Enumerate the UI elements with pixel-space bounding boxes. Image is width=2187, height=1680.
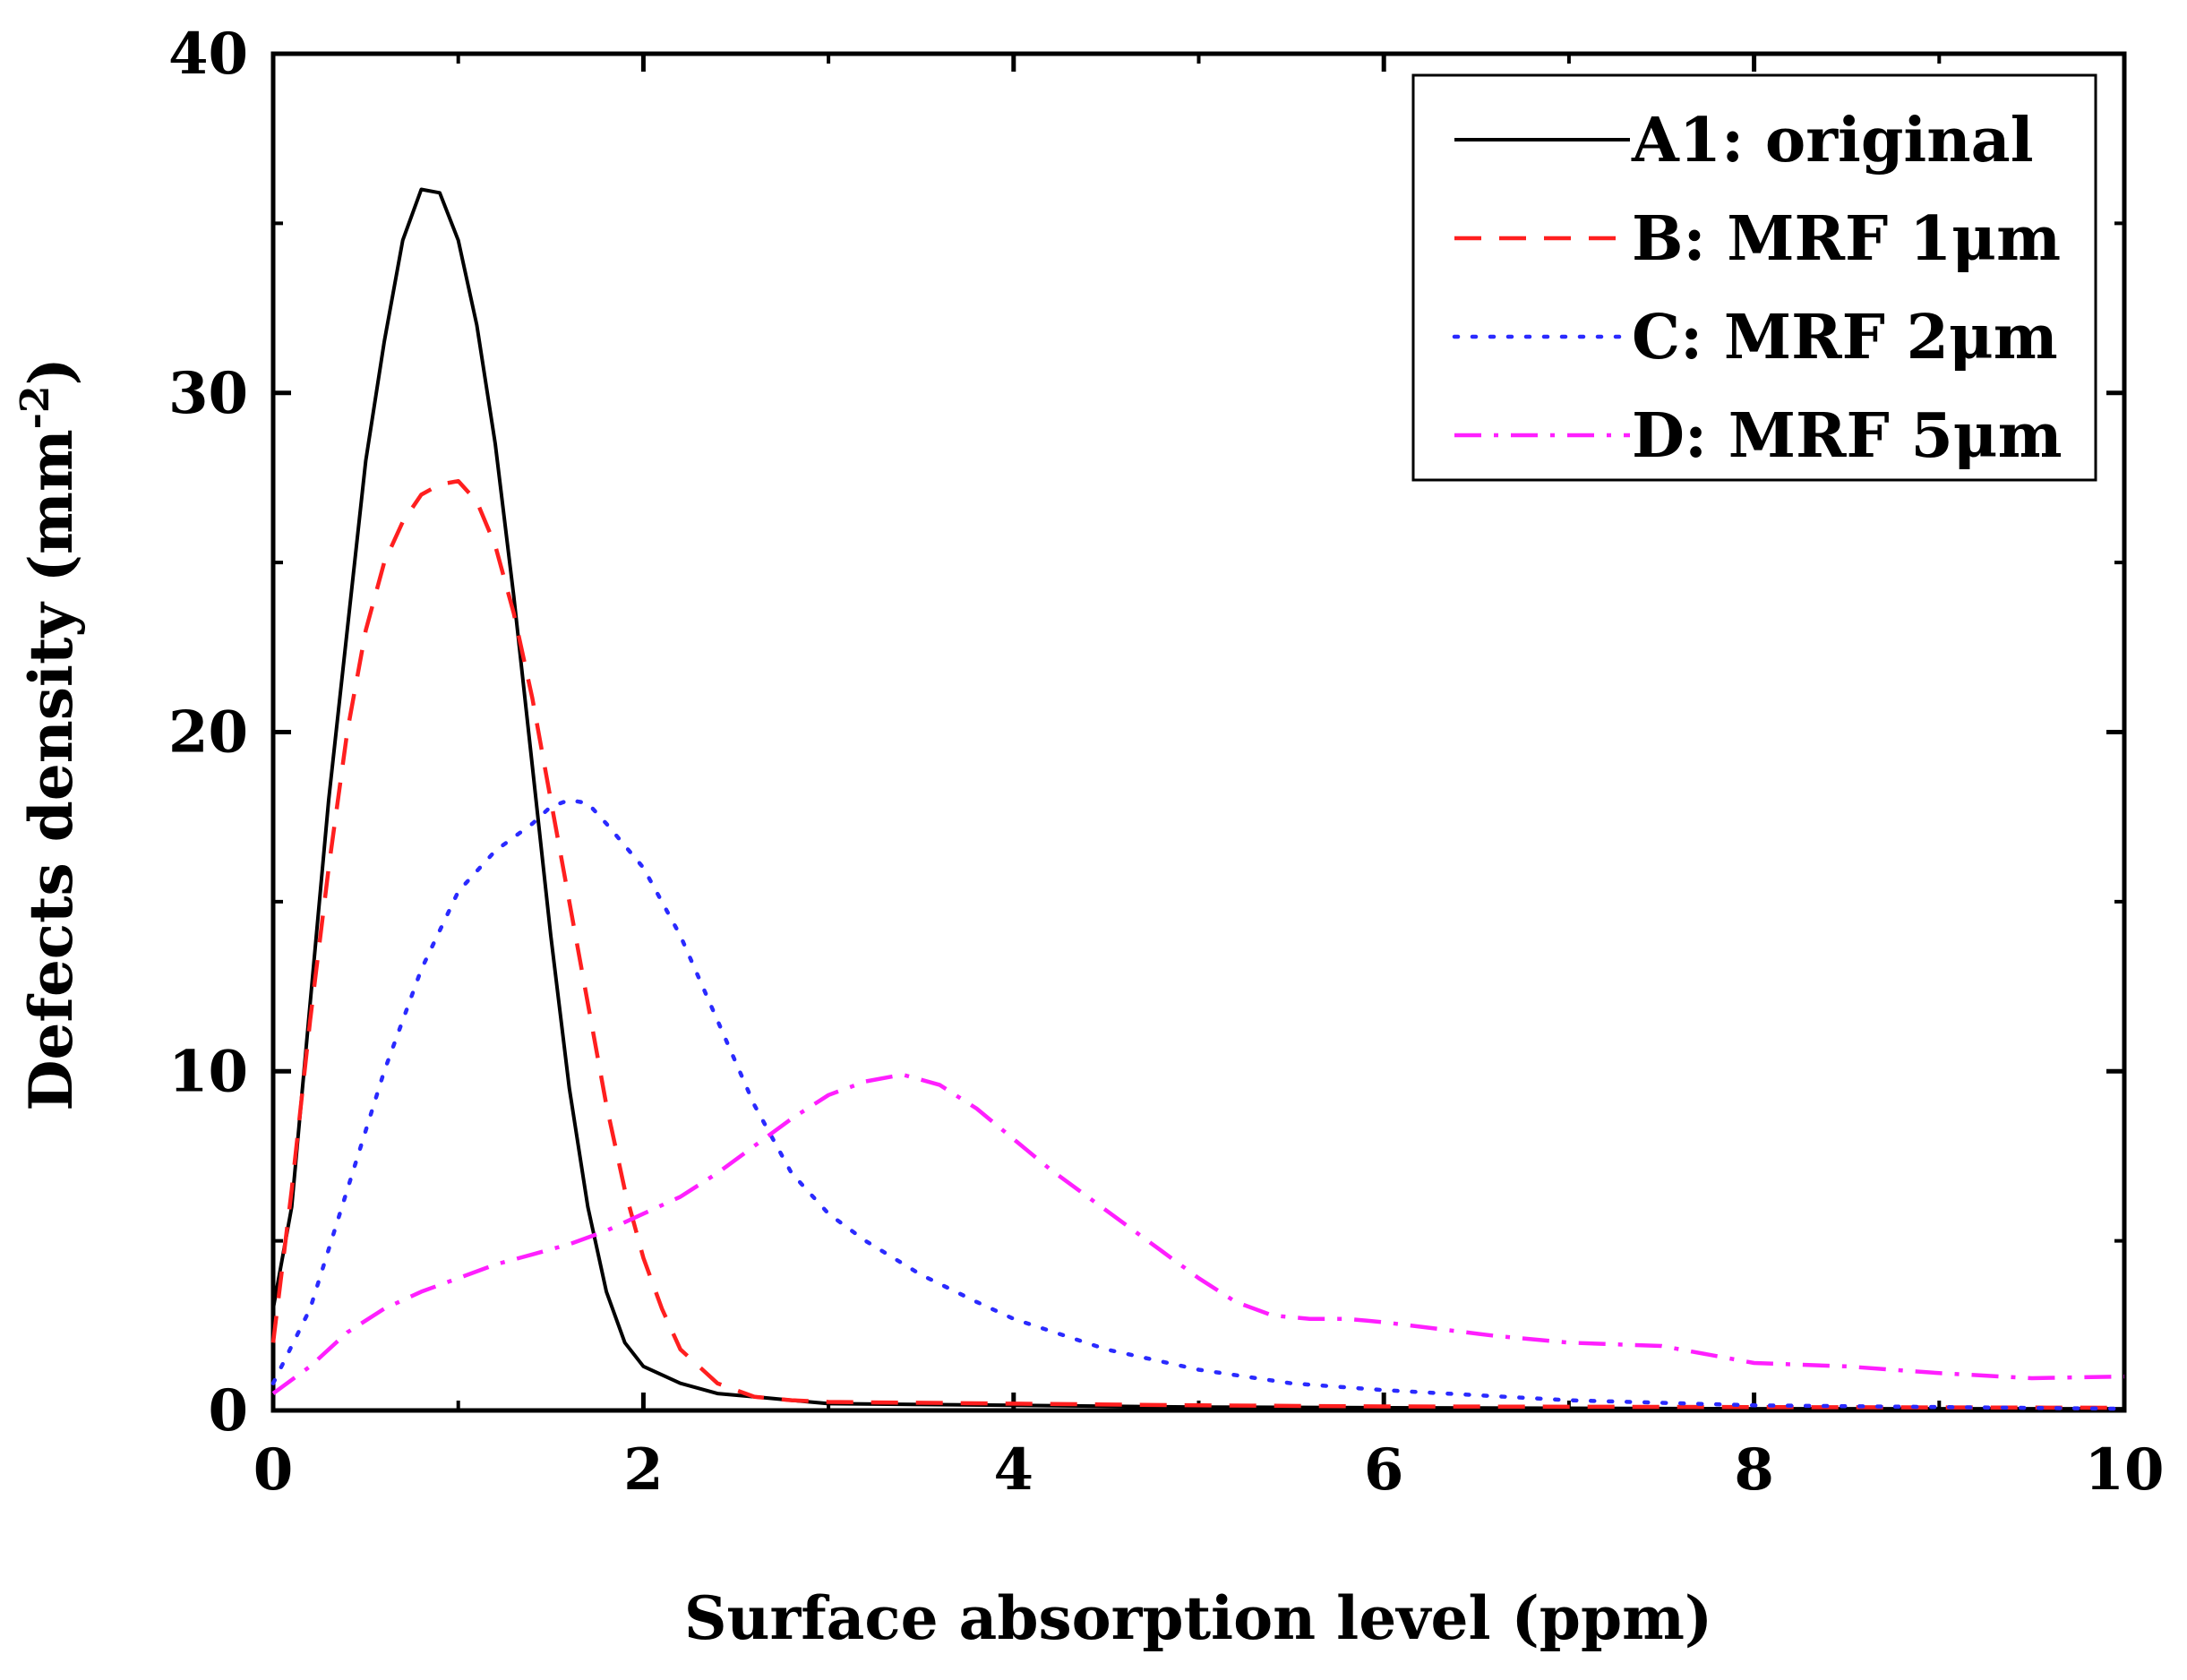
y-tick-label: 40 [168, 21, 248, 88]
series-line-3 [270, 798, 2127, 1411]
x-tick-label: 8 [1734, 1436, 1774, 1504]
x-tick-label: 10 [2084, 1436, 2164, 1504]
legend-label-1: A1: original [1631, 105, 2034, 176]
x-tick-label: 0 [253, 1436, 294, 1504]
y-axis: 0 10 20 30 40 [168, 21, 2124, 1444]
x-tick-label: 2 [623, 1436, 664, 1504]
x-axis: 0 2 4 6 8 10 [253, 54, 2165, 1504]
series-line-2 [270, 478, 2125, 1410]
legend-box [1411, 73, 2097, 482]
y-tick-label: 0 [208, 1377, 248, 1444]
legend-label-3: C: MRF 2μm [1632, 302, 2058, 373]
y-axis-title-close: ) [16, 357, 86, 385]
legend-label-2: B: MRF 1μm [1632, 203, 2061, 275]
legend: A1: original B: MRF 1μm C: MRF 2μm D: MRF 5… [1411, 73, 2097, 482]
series-line-4 [271, 1072, 2125, 1395]
series-layer [270, 187, 2127, 1411]
y-axis-title: Defects density (mm-2) [13, 357, 86, 1111]
y-tick-label: 10 [168, 1038, 248, 1105]
y-tick-label: 30 [168, 360, 248, 427]
x-axis-title: Surface absorption level (ppm) [684, 1583, 1712, 1653]
x-tick-label: 4 [994, 1436, 1034, 1504]
legend-label-4: D: MRF 5μm [1632, 400, 2063, 472]
y-axis-title-main: Defects density (mm [16, 429, 86, 1110]
x-tick-label: 6 [1364, 1436, 1404, 1504]
y-axis-title-exponent: -2 [13, 385, 58, 429]
y-tick-label: 20 [168, 699, 248, 767]
